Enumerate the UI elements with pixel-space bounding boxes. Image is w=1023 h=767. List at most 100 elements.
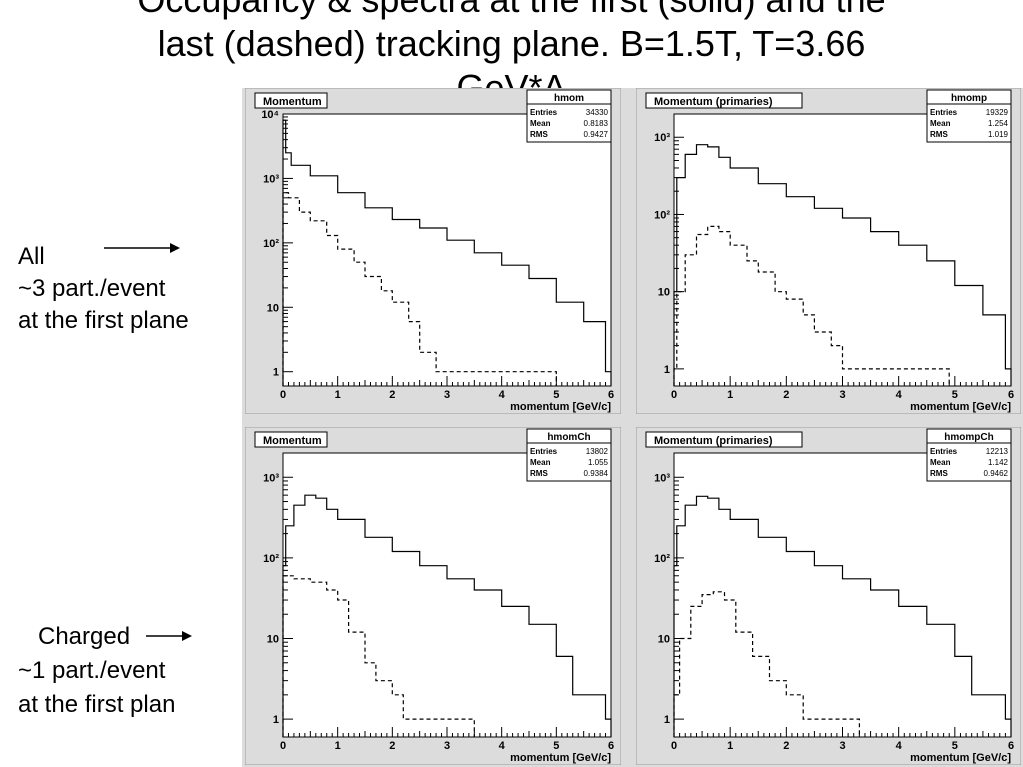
series-first-plane (282, 119, 612, 386)
x-axis-label: momentum [GeV/c] (910, 752, 1011, 764)
label-all: All (18, 243, 45, 270)
y-tick-label: 10² (263, 553, 279, 565)
x-tick-label: 3 (444, 740, 450, 752)
y-tick-label: 10 (658, 633, 670, 645)
panel-title: Momentum (263, 435, 322, 447)
title-line-1: Occupancy & spectra at the first (solid)… (0, 0, 1023, 22)
stats-label: Entries (930, 447, 958, 456)
stats-name: hmom (554, 93, 584, 104)
series-first-plane (282, 494, 612, 737)
label-charged-rate: ~1 part./event (18, 657, 166, 684)
stats-value: 0.9384 (584, 469, 609, 478)
x-tick-label: 2 (389, 389, 395, 401)
stats-value: 34330 (586, 108, 609, 117)
panel-title-box (254, 92, 328, 109)
y-tick-label: 1 (273, 714, 279, 726)
label-all-plane: at the first plane (18, 307, 189, 334)
x-tick-label: 0 (280, 389, 286, 401)
stats-value: 13802 (586, 447, 609, 456)
y-tick-label: 10² (263, 238, 279, 250)
histogram-panel-charged-primaries: Momentum (primaries) hmompCh Entries 12213 M… (636, 427, 1021, 765)
stats-box (526, 89, 612, 143)
label-all-rate: ~3 part./event (18, 275, 166, 302)
stats-value: 1.142 (988, 458, 1009, 467)
x-tick-label: 1 (335, 389, 341, 401)
label-charged: Charged (38, 623, 131, 650)
y-tick-label: 1 (273, 367, 279, 379)
x-tick-label: 4 (896, 740, 903, 752)
stats-box (926, 428, 1012, 482)
x-tick-label: 0 (671, 389, 677, 401)
stats-value: 19329 (986, 108, 1009, 117)
x-tick-label: 2 (783, 740, 789, 752)
stats-value: 0.9427 (584, 130, 609, 139)
stats-label: Mean (930, 119, 951, 128)
y-tick-label: 10 (267, 302, 279, 314)
plot-area (282, 113, 612, 387)
panel-title: Momentum (primaries) (654, 435, 773, 447)
stats-value: 12213 (986, 447, 1009, 456)
x-tick-label: 5 (952, 740, 958, 752)
stats-label: Entries (530, 108, 558, 117)
x-tick-label: 4 (499, 740, 506, 752)
series-first-plane (673, 144, 1012, 386)
x-tick-label: 1 (335, 740, 341, 752)
series-first-plane (673, 495, 1012, 737)
stats-name: hmompCh (944, 432, 993, 443)
y-tick-label: 10³ (263, 173, 279, 185)
plot-area (282, 452, 612, 738)
stats-name: hmomCh (547, 432, 590, 443)
x-tick-label: 6 (608, 740, 614, 752)
x-tick-label: 3 (839, 389, 845, 401)
x-axis-label: momentum [GeV/c] (510, 401, 611, 413)
panel-title-box (645, 92, 803, 109)
x-tick-label: 6 (1008, 740, 1014, 752)
stats-label: RMS (930, 469, 948, 478)
x-tick-label: 3 (839, 740, 845, 752)
stats-name: hmomp (951, 93, 987, 104)
stats-label: RMS (530, 130, 548, 139)
stats-label: RMS (930, 130, 948, 139)
stats-label: RMS (530, 469, 548, 478)
y-tick-label: 10 (658, 287, 670, 299)
x-tick-label: 3 (444, 389, 450, 401)
x-axis-label: momentum [GeV/c] (510, 752, 611, 764)
x-tick-label: 6 (1008, 389, 1014, 401)
x-tick-label: 6 (608, 389, 614, 401)
y-tick-label: 1 (664, 364, 670, 376)
stats-label: Entries (930, 108, 958, 117)
histogram-panel-charged: Momentum hmomCh Entries 13802 Mean 1.055 RMS 0.… (245, 427, 621, 765)
plot-area (673, 452, 1012, 738)
panel-title-box (645, 431, 803, 448)
x-tick-label: 5 (553, 740, 559, 752)
x-tick-label: 5 (553, 389, 559, 401)
series-last-plane (673, 225, 950, 386)
x-tick-label: 4 (499, 389, 506, 401)
series-last-plane (282, 192, 557, 386)
panel-title-box (254, 431, 328, 448)
x-tick-label: 1 (727, 389, 733, 401)
plot-area (673, 113, 1012, 387)
y-tick-label: 1 (664, 714, 670, 726)
y-tick-label: 10³ (654, 132, 670, 144)
label-charged-plane: at the first plan (18, 691, 176, 718)
arrow-right-icon (104, 243, 180, 253)
stats-value: 1.055 (588, 458, 609, 467)
stats-label: Mean (930, 458, 951, 467)
stats-value: 0.8183 (584, 119, 609, 128)
series-last-plane (282, 575, 475, 737)
x-tick-label: 2 (783, 389, 789, 401)
stats-value: 0.9462 (984, 469, 1009, 478)
y-tick-label: 10³ (654, 472, 670, 484)
stats-box (926, 89, 1012, 143)
histogram-panel-all-primaries: Momentum (primaries) hmomp Entries 19329 Mea… (636, 88, 1021, 414)
series-last-plane (673, 591, 860, 737)
y-tick-label: 10² (654, 553, 670, 565)
arrow-right-icon (146, 631, 192, 641)
x-tick-label: 0 (671, 740, 677, 752)
stats-box (526, 428, 612, 482)
stats-label: Mean (530, 458, 551, 467)
x-tick-label: 1 (727, 740, 733, 752)
title-line-2: last (dashed) tracking plane. B=1.5T, T=… (157, 23, 866, 64)
x-axis-label: momentum [GeV/c] (910, 401, 1011, 413)
